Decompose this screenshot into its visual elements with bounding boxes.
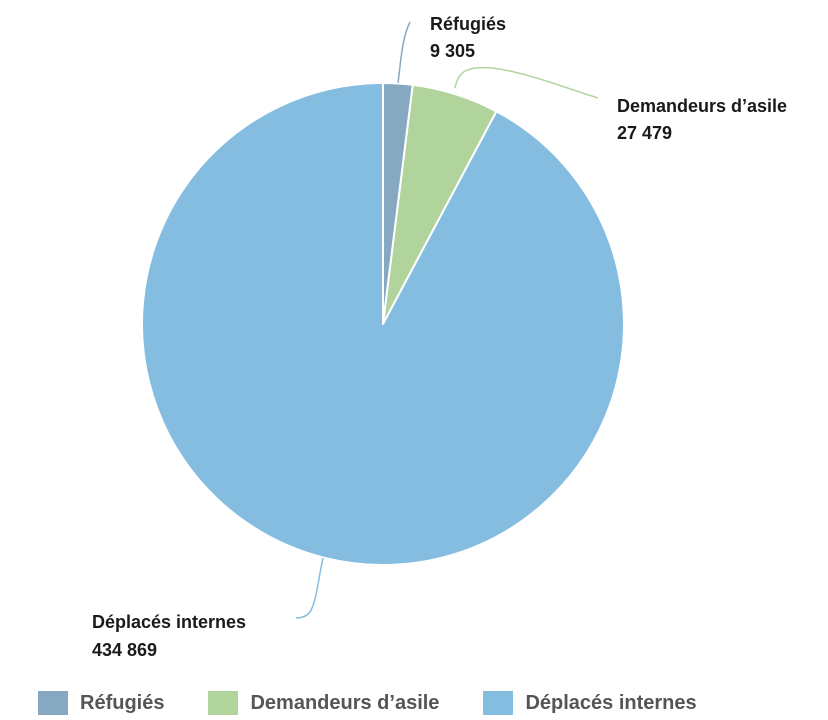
slice-label-value: 9 305 — [430, 41, 475, 61]
legend-item-refugies[interactable]: Réfugiés — [38, 691, 164, 715]
legend: Réfugiés Demandeurs d’asile Déplacés int… — [38, 688, 697, 718]
legend-swatch — [208, 691, 239, 715]
legend-item-deplaces-internes[interactable]: Déplacés internes — [483, 691, 697, 715]
slice-label-name: Demandeurs d’asile — [617, 96, 787, 116]
slice-label-name: Déplacés internes — [92, 612, 246, 632]
legend-swatch — [38, 691, 68, 715]
slice-label-value: 434 869 — [92, 640, 157, 660]
leader-line-demandeurs-asile — [454, 66, 599, 99]
leader-line-deplaces-internes — [295, 557, 324, 619]
leader-lines — [295, 21, 599, 619]
legend-item-demandeurs-asile[interactable]: Demandeurs d’asile — [208, 691, 439, 715]
pie-slice-deplaces-internes[interactable] — [141, 82, 625, 566]
leader-line-refugies — [397, 21, 411, 84]
slice-label-value: 27 479 — [617, 123, 672, 143]
pie-slices — [141, 82, 625, 566]
legend-label: Réfugiés — [80, 691, 165, 714]
legend-label: Demandeurs d’asile — [250, 691, 440, 714]
slice-label-name: Réfugiés — [430, 14, 506, 34]
legend-swatch — [483, 691, 514, 715]
legend-label: Déplacés internes — [525, 691, 697, 714]
